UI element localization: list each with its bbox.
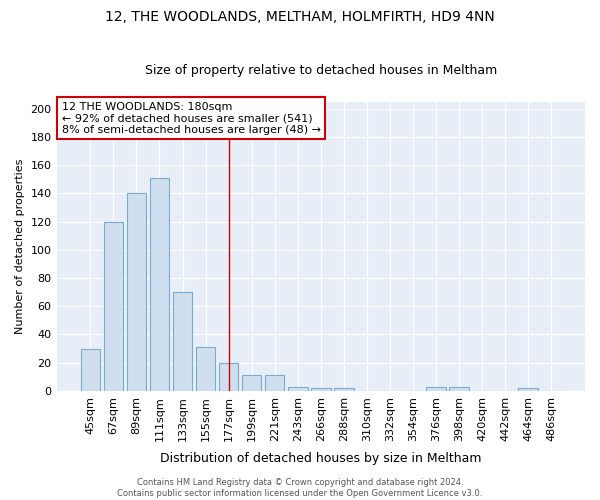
Bar bbox=[449, 386, 469, 391]
Bar bbox=[196, 347, 215, 391]
Bar bbox=[288, 386, 308, 391]
Title: Size of property relative to detached houses in Meltham: Size of property relative to detached ho… bbox=[145, 64, 497, 77]
Bar bbox=[104, 222, 123, 391]
Bar bbox=[219, 362, 238, 391]
Bar bbox=[265, 376, 284, 391]
Text: Contains HM Land Registry data © Crown copyright and database right 2024.
Contai: Contains HM Land Registry data © Crown c… bbox=[118, 478, 482, 498]
Bar bbox=[173, 292, 193, 391]
Bar bbox=[149, 178, 169, 391]
Bar bbox=[127, 194, 146, 391]
Bar bbox=[426, 386, 446, 391]
Y-axis label: Number of detached properties: Number of detached properties bbox=[15, 158, 25, 334]
Bar bbox=[80, 348, 100, 391]
Bar bbox=[334, 388, 353, 391]
Text: 12, THE WOODLANDS, MELTHAM, HOLMFIRTH, HD9 4NN: 12, THE WOODLANDS, MELTHAM, HOLMFIRTH, H… bbox=[105, 10, 495, 24]
Text: 12 THE WOODLANDS: 180sqm
← 92% of detached houses are smaller (541)
8% of semi-d: 12 THE WOODLANDS: 180sqm ← 92% of detach… bbox=[62, 102, 321, 135]
Bar bbox=[242, 376, 262, 391]
X-axis label: Distribution of detached houses by size in Meltham: Distribution of detached houses by size … bbox=[160, 452, 482, 465]
Bar bbox=[518, 388, 538, 391]
Bar bbox=[311, 388, 331, 391]
